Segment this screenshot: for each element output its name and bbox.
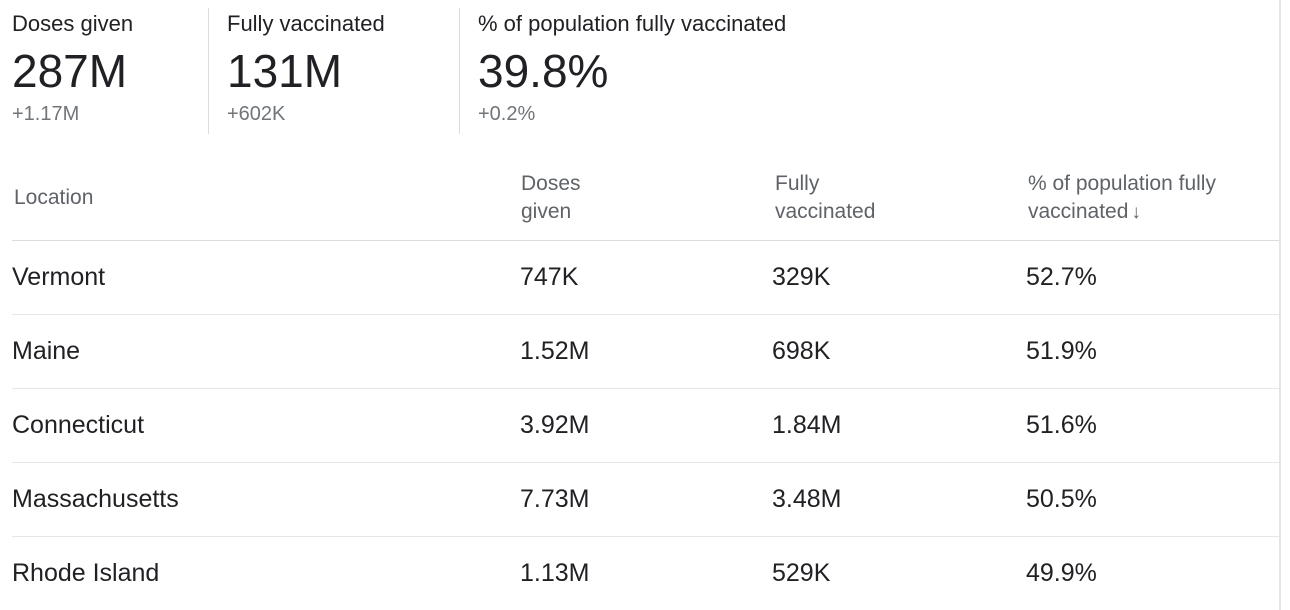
stat-value: 131M bbox=[227, 45, 343, 97]
stat-percent-fully-vaccinated: % of population fully vaccinated 39.8% +… bbox=[459, 8, 978, 134]
stat-label: Fully vaccinated bbox=[227, 11, 385, 36]
cell-fully-vaccinated: 3.48M bbox=[772, 485, 842, 513]
cell-percent-fully-vaccinated: 51.6% bbox=[1026, 411, 1097, 439]
cell-doses-given: 7.73M bbox=[520, 485, 590, 513]
stat-value: 39.8% bbox=[478, 45, 609, 97]
vaccination-table: Location Doses given Fully vaccinated % … bbox=[12, 160, 1279, 610]
stat-label: % of population fully vaccinated bbox=[478, 11, 787, 36]
stat-delta: +1.17M bbox=[12, 103, 80, 125]
cell-location: Maine bbox=[12, 337, 81, 365]
cell-fully-vaccinated: 329K bbox=[772, 263, 831, 291]
cell-location: Massachusetts bbox=[12, 485, 179, 513]
column-header-label: % of population fully bbox=[1028, 172, 1216, 195]
cell-doses-given: 1.13M bbox=[520, 559, 590, 587]
cell-doses-given: 747K bbox=[520, 263, 579, 291]
column-header-label: Fully bbox=[775, 172, 820, 195]
cell-location: Vermont bbox=[12, 263, 106, 291]
stat-doses-given: Doses given 287M +1.17M bbox=[12, 8, 202, 134]
stat-fully-vaccinated: Fully vaccinated 131M +602K bbox=[208, 8, 472, 134]
stat-label: Doses given bbox=[12, 11, 134, 36]
column-header-fully-vaccinated[interactable]: Fully vaccinated bbox=[775, 170, 935, 226]
column-header-location[interactable]: Location bbox=[14, 184, 93, 212]
column-header-label: Location bbox=[14, 186, 94, 209]
cell-percent-fully-vaccinated: 49.9% bbox=[1026, 559, 1097, 587]
cell-percent-fully-vaccinated: 50.5% bbox=[1026, 485, 1097, 513]
stat-value: 287M bbox=[12, 45, 128, 97]
summary-stats: Doses given 287M +1.17M Fully vaccinated… bbox=[0, 0, 1279, 140]
column-header-label: given bbox=[521, 200, 572, 223]
table-row[interactable]: Massachusetts 7.73M 3.48M 50.5% bbox=[12, 463, 1279, 537]
stat-delta: +0.2% bbox=[478, 103, 536, 125]
column-header-label: vaccinated bbox=[1028, 200, 1129, 223]
panel-right-border bbox=[1279, 0, 1281, 610]
column-header-percent-fully-vaccinated[interactable]: % of population fully vaccinated ↓ bbox=[1028, 170, 1268, 227]
cell-doses-given: 3.92M bbox=[520, 411, 590, 439]
cell-fully-vaccinated: 1.84M bbox=[772, 411, 842, 439]
cell-location: Rhode Island bbox=[12, 559, 160, 587]
cell-fully-vaccinated: 529K bbox=[772, 559, 831, 587]
table-row[interactable]: Maine 1.52M 698K 51.9% bbox=[12, 315, 1279, 389]
column-header-label: vaccinated bbox=[775, 200, 876, 223]
column-header-label: Doses bbox=[521, 172, 581, 195]
table-row[interactable]: Connecticut 3.92M 1.84M 51.6% bbox=[12, 389, 1279, 463]
table-header: Location Doses given Fully vaccinated % … bbox=[12, 160, 1279, 241]
cell-fully-vaccinated: 698K bbox=[772, 337, 831, 365]
stat-delta: +602K bbox=[227, 103, 286, 125]
cell-location: Connecticut bbox=[12, 411, 145, 439]
column-header-doses-given[interactable]: Doses given bbox=[521, 170, 661, 226]
cell-doses-given: 1.52M bbox=[520, 337, 590, 365]
cell-percent-fully-vaccinated: 52.7% bbox=[1026, 263, 1097, 291]
cell-percent-fully-vaccinated: 51.9% bbox=[1026, 337, 1097, 365]
sort-descending-icon: ↓ bbox=[1131, 202, 1141, 223]
table-row[interactable]: Vermont 747K 329K 52.7% bbox=[12, 241, 1279, 315]
table-row[interactable]: Rhode Island 1.13M 529K 49.9% bbox=[12, 537, 1279, 610]
